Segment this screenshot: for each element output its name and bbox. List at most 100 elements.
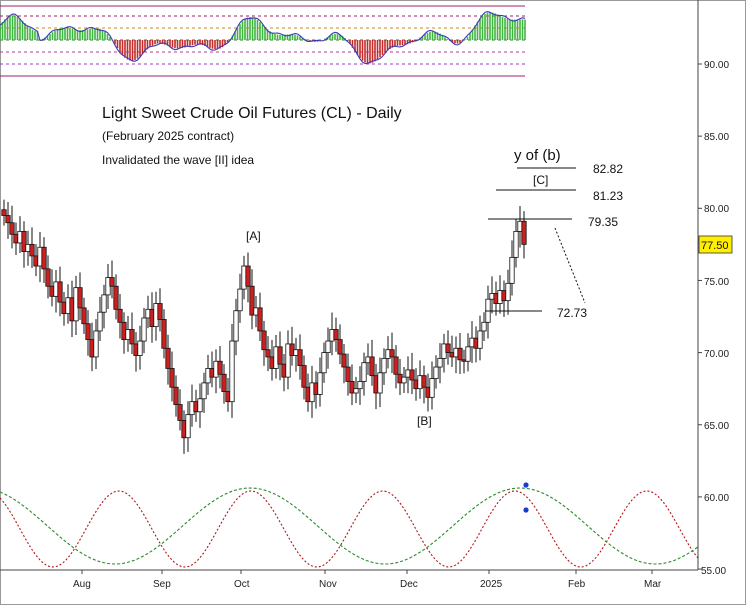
candle-body	[257, 307, 263, 332]
candle-body	[249, 285, 255, 316]
candle-body	[77, 287, 83, 309]
y-tick-label: 90.00	[704, 60, 729, 71]
candle-body	[45, 268, 51, 287]
candle-body	[21, 230, 27, 252]
candle-body	[381, 357, 387, 374]
y-tick-label: 80.00	[704, 204, 729, 215]
indicator-line	[0, 11, 526, 65]
x-tick-label: Nov	[319, 579, 337, 590]
candle-body	[345, 366, 351, 382]
last-price-label: 77.50	[701, 240, 729, 252]
candle-body	[513, 230, 519, 258]
wave-label-a: [A]	[246, 229, 261, 243]
wave-label-y-of-b: y of (b)	[514, 147, 561, 164]
candle-body	[337, 339, 343, 355]
candle-body	[521, 220, 527, 245]
last-price-box	[698, 235, 733, 254]
candle-body	[9, 222, 15, 235]
candle-body	[217, 360, 223, 375]
level-label-79-35: 79.35	[588, 215, 618, 229]
candle-body	[93, 330, 99, 358]
candle-body	[457, 347, 463, 361]
candle-body	[297, 349, 303, 366]
cycle-marker-dot	[523, 482, 529, 488]
candle-body	[5, 215, 11, 224]
candle-body	[237, 288, 243, 312]
y-tick-label: 65.00	[704, 421, 729, 432]
candle-body	[465, 346, 471, 362]
candle-body	[141, 317, 147, 342]
candle-body	[165, 347, 171, 369]
candle-body	[101, 294, 107, 313]
candle-body	[285, 343, 291, 378]
candle-body	[29, 243, 35, 257]
candle-body	[421, 375, 427, 388]
candle-body	[377, 372, 383, 394]
candle-body	[509, 256, 515, 284]
x-tick-label: 2025	[480, 579, 503, 590]
candle-body	[325, 340, 331, 353]
x-tick-label: Mar	[644, 579, 662, 590]
cycle-red-wave	[0, 490, 699, 568]
y-tick-label: 60.00	[704, 493, 729, 504]
chart-title: Light Sweet Crude Oil Futures (CL) - Dai…	[102, 105, 402, 122]
candle-body	[477, 330, 483, 349]
cycle-green-wave	[0, 487, 699, 565]
candle-body	[409, 369, 415, 381]
candle-body	[169, 368, 175, 388]
candle-body	[85, 323, 91, 341]
candle-body	[429, 378, 435, 398]
candle-body	[361, 362, 367, 382]
candle-body	[505, 282, 511, 302]
x-tick-label: Feb	[568, 579, 586, 590]
level-label-82-82: 82.82	[593, 162, 623, 176]
projection-line	[554, 227, 586, 304]
chart-subtitle: (February 2025 contract)	[102, 129, 234, 143]
candle-body	[261, 330, 267, 351]
candle-body	[433, 366, 439, 379]
level-label-72-73: 72.73	[557, 306, 587, 320]
y-axis: 90.00 85.00 80.00 75.00 70.00 65.00 60.0…	[701, 60, 729, 577]
candle-body	[229, 340, 235, 403]
candle-body	[245, 265, 251, 287]
candle-body	[201, 382, 207, 400]
candle-body	[137, 340, 143, 356]
candle-body	[57, 281, 63, 303]
chart-note: Invalidated the wave [II] idea	[102, 153, 254, 167]
candle-body	[197, 398, 203, 413]
candle-body	[221, 373, 227, 392]
candle-body	[333, 329, 339, 341]
x-tick-label: Oct	[234, 579, 250, 590]
candle-body	[265, 349, 271, 358]
x-tick-label: Sep	[153, 579, 171, 590]
candle-body	[341, 353, 347, 368]
candle-body	[401, 376, 407, 384]
candle-body	[277, 346, 283, 365]
y-tick-label: 70.00	[704, 349, 729, 360]
candle-body	[161, 319, 167, 349]
cycle-marker-dot	[523, 507, 529, 513]
candle-body	[97, 311, 103, 332]
candle-body	[41, 246, 47, 270]
candle-body	[233, 310, 239, 342]
candle-body	[301, 365, 307, 388]
candle-body	[157, 303, 163, 320]
candle-body	[321, 352, 327, 374]
candle-body	[129, 329, 135, 345]
x-axis: Aug Sep Oct Nov Dec 2025 Feb Mar	[73, 579, 662, 590]
y-tick-label: 85.00	[704, 132, 729, 143]
candle-body	[357, 381, 363, 390]
x-tick-label: Dec	[400, 579, 418, 590]
candle-body	[369, 356, 375, 377]
candle-body	[445, 343, 451, 353]
candle-body	[437, 357, 443, 368]
candle-body	[393, 356, 399, 375]
candle-body	[1, 209, 7, 216]
candle-body	[389, 349, 395, 358]
candle-body	[349, 381, 355, 394]
candle-body	[81, 307, 87, 325]
candle-body	[317, 372, 323, 395]
